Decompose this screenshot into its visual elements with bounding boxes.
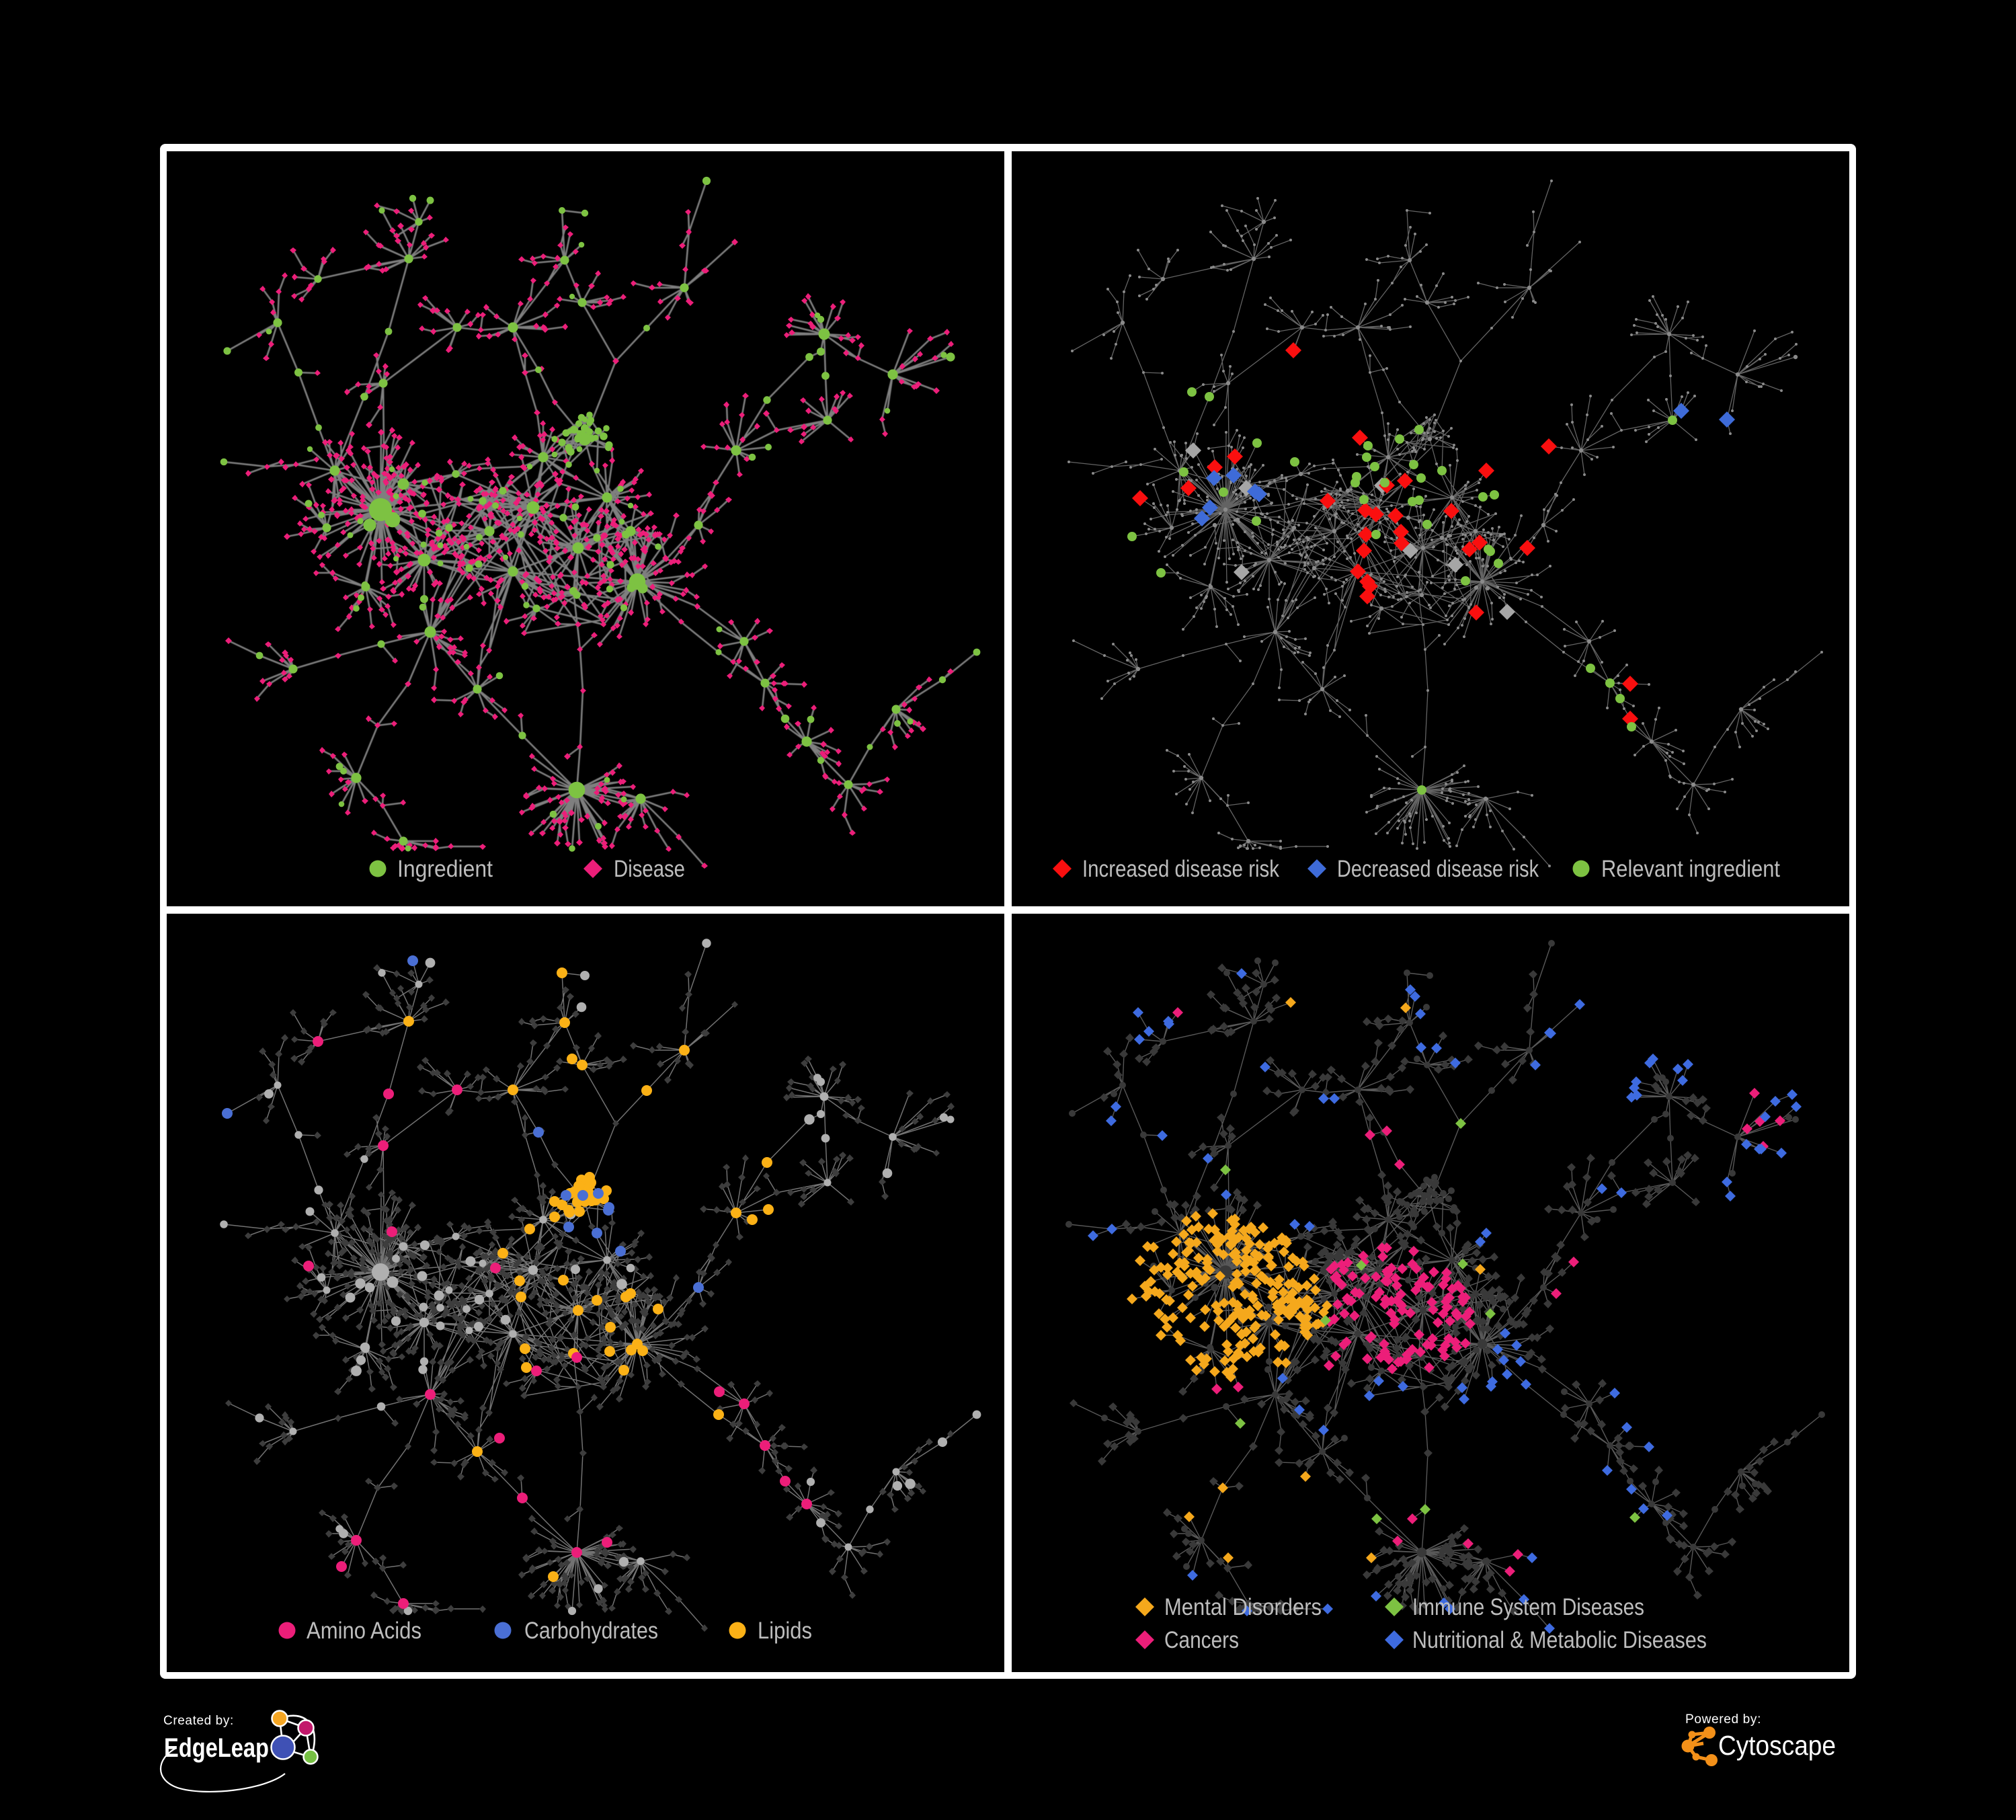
- svg-text:EdgeLeap: EdgeLeap: [164, 1733, 269, 1763]
- svg-text:Disease: Disease: [614, 856, 685, 882]
- svg-text:Carbohydrates: Carbohydrates: [524, 1618, 658, 1644]
- svg-text:Lipids: Lipids: [758, 1618, 812, 1644]
- svg-text:Mental Disorders: Mental Disorders: [1164, 1594, 1322, 1620]
- svg-text:Nutritional & Metabolic Diseas: Nutritional & Metabolic Diseases: [1412, 1627, 1707, 1653]
- svg-text:Increased disease risk: Increased disease risk: [1082, 856, 1279, 882]
- svg-text:Cancers: Cancers: [1164, 1627, 1239, 1653]
- svg-text:Amino Acids: Amino Acids: [307, 1618, 421, 1644]
- svg-text:Decreased disease risk: Decreased disease risk: [1337, 856, 1539, 882]
- svg-text:Powered by:: Powered by:: [1685, 1712, 1761, 1727]
- svg-text:Cytoscape: Cytoscape: [1718, 1730, 1836, 1761]
- svg-text:Created by:: Created by:: [163, 1714, 234, 1728]
- svg-text:Relevant ingredient: Relevant ingredient: [1601, 856, 1780, 882]
- svg-text:Ingredient: Ingredient: [397, 856, 493, 882]
- svg-text:Immune System Diseases: Immune System Diseases: [1412, 1594, 1644, 1620]
